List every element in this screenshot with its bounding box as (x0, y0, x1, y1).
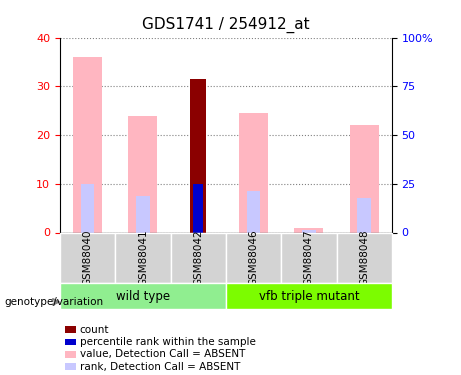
FancyBboxPatch shape (226, 232, 281, 283)
FancyBboxPatch shape (281, 232, 337, 283)
Bar (190, 79, 206, 232)
FancyBboxPatch shape (115, 232, 171, 283)
FancyBboxPatch shape (226, 283, 392, 309)
Bar (247, 191, 260, 232)
Bar (357, 198, 371, 232)
Text: GSM88047: GSM88047 (304, 230, 314, 286)
FancyBboxPatch shape (60, 283, 226, 309)
Bar (349, 125, 378, 232)
Bar (294, 228, 323, 232)
Bar (136, 196, 150, 232)
Text: GSM88046: GSM88046 (248, 230, 259, 286)
Bar (302, 230, 316, 232)
Text: GSM88048: GSM88048 (359, 230, 369, 286)
Text: GSM88040: GSM88040 (83, 230, 93, 286)
FancyBboxPatch shape (60, 232, 115, 283)
Text: rank, Detection Call = ABSENT: rank, Detection Call = ABSENT (80, 362, 240, 372)
FancyBboxPatch shape (171, 232, 226, 283)
FancyBboxPatch shape (337, 232, 392, 283)
Bar (81, 184, 95, 232)
Bar (239, 113, 268, 232)
Title: GDS1741 / 254912_at: GDS1741 / 254912_at (142, 17, 310, 33)
Bar (128, 116, 157, 232)
Text: GSM88042: GSM88042 (193, 230, 203, 286)
Text: wild type: wild type (116, 290, 170, 303)
Text: genotype/variation: genotype/variation (5, 297, 104, 307)
Text: vfb triple mutant: vfb triple mutant (259, 290, 359, 303)
Text: GSM88041: GSM88041 (138, 230, 148, 286)
Bar (193, 184, 203, 232)
Text: percentile rank within the sample: percentile rank within the sample (80, 337, 256, 347)
Text: count: count (80, 325, 109, 334)
Text: value, Detection Call = ABSENT: value, Detection Call = ABSENT (80, 350, 245, 359)
Bar (73, 57, 102, 232)
